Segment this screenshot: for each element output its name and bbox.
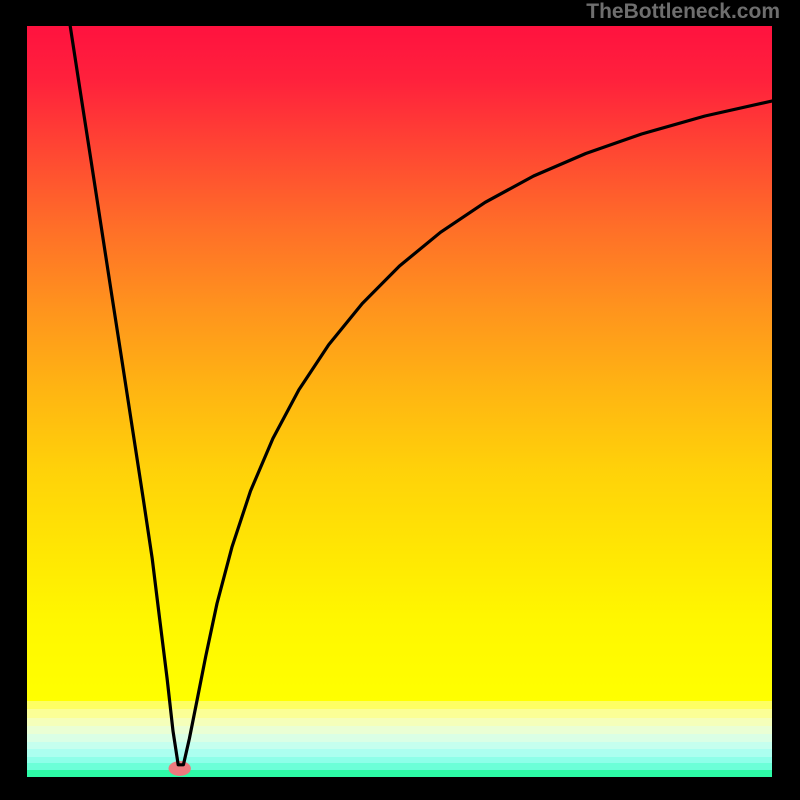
chart-frame: { "watermark": { "text": "TheBottleneck.… [0, 0, 800, 800]
bottleneck-curve [70, 26, 772, 765]
plot-area [27, 26, 772, 776]
watermark-label: TheBottleneck.com [586, 0, 780, 24]
curve-svg [27, 26, 772, 776]
